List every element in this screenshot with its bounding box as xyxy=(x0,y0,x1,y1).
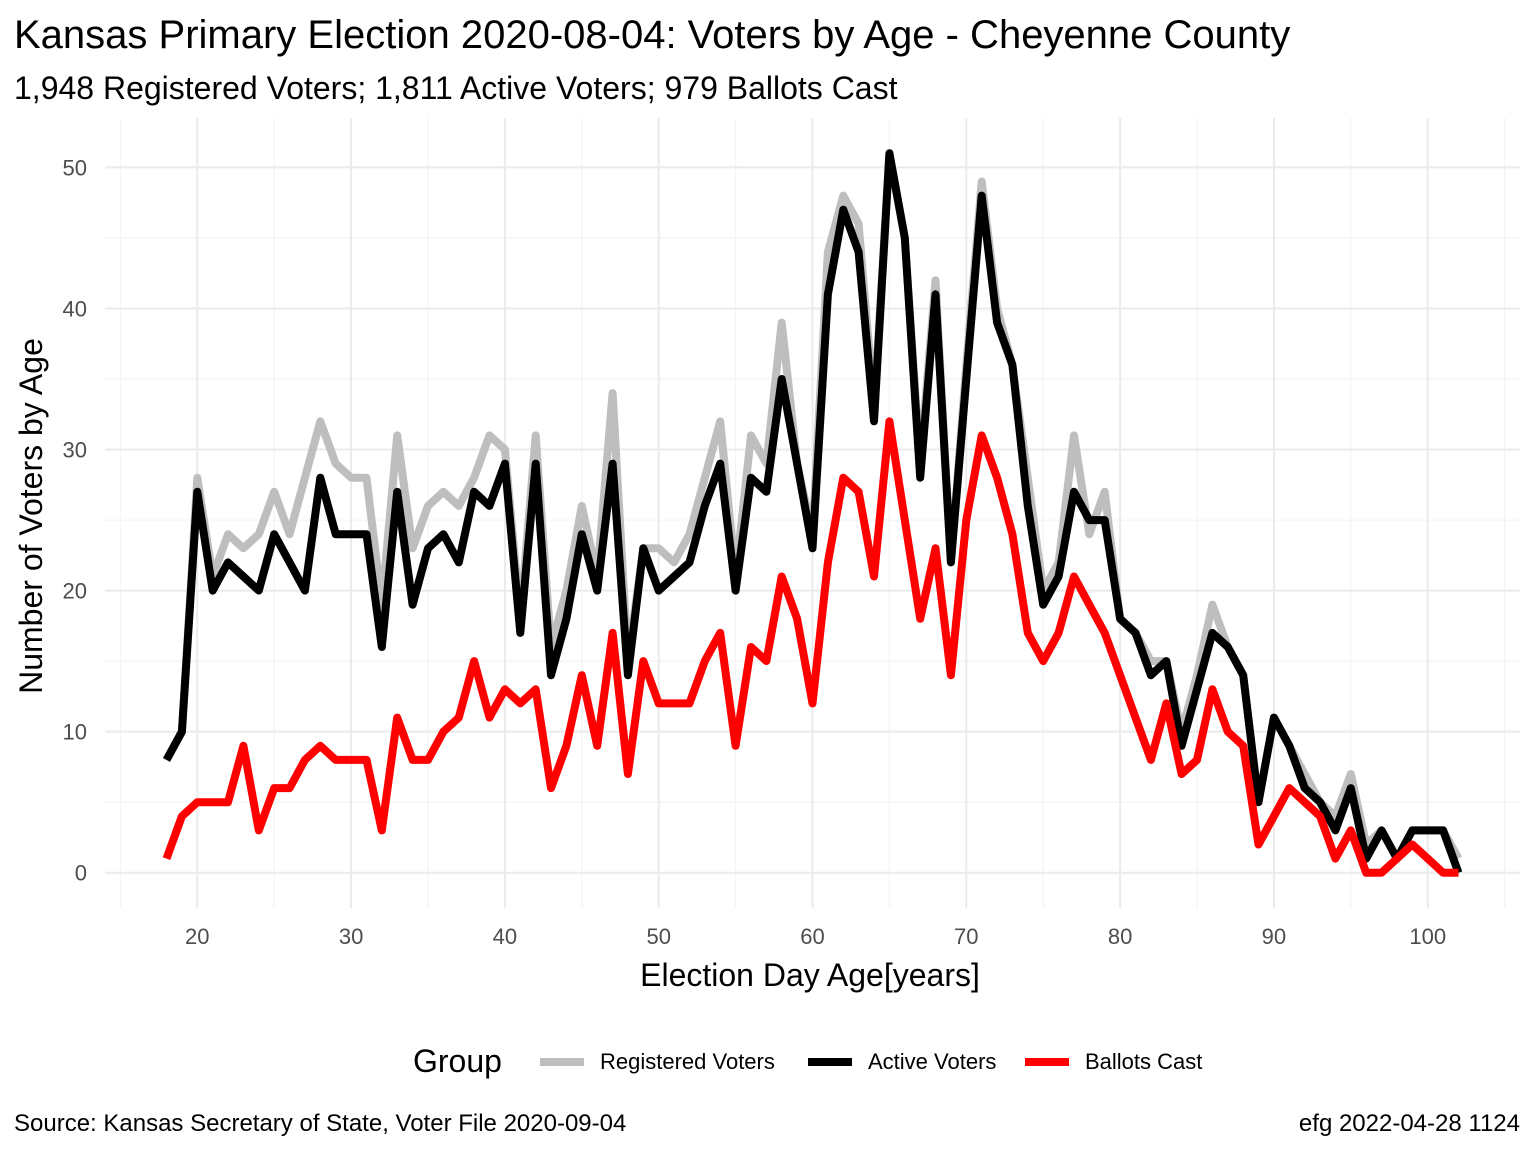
x-tick-label: 80 xyxy=(1108,924,1132,949)
legend-title: Group xyxy=(413,1043,502,1079)
legend-label-active-voters: Active Voters xyxy=(868,1049,996,1074)
series-lines xyxy=(162,149,1463,877)
x-tick-label: 30 xyxy=(339,924,363,949)
caption-source: Source: Kansas Secretary of State, Voter… xyxy=(14,1110,626,1137)
x-axis-ticks: 20 30 40 50 60 70 80 90 100 xyxy=(185,924,1446,949)
y-tick-label: 0 xyxy=(75,861,87,886)
y-tick-label: 50 xyxy=(63,155,87,180)
y-tick-label: 10 xyxy=(63,720,87,745)
legend-label-registered-voters: Registered Voters xyxy=(600,1049,775,1074)
series-line-ballots-cast xyxy=(162,417,1459,877)
series-line-active-voters xyxy=(162,149,1463,875)
x-tick-label: 60 xyxy=(800,924,824,949)
x-axis-title: Election Day Age[years] xyxy=(640,957,980,993)
x-tick-label: 50 xyxy=(646,924,670,949)
y-axis-ticks: 0 10 20 30 40 50 xyxy=(63,155,87,885)
chart-subtitle: 1,948 Registered Voters; 1,811 Active Vo… xyxy=(14,70,898,106)
y-axis-title: Number of Voters by Age xyxy=(13,338,49,694)
y-tick-label: 20 xyxy=(63,579,87,604)
caption-credit: efg 2022-04-28 1124 xyxy=(1299,1110,1520,1137)
y-tick-label: 40 xyxy=(63,296,87,321)
x-tick-label: 90 xyxy=(1262,924,1286,949)
x-tick-label: 20 xyxy=(185,924,209,949)
x-tick-label: 40 xyxy=(493,924,517,949)
y-tick-label: 30 xyxy=(63,438,87,463)
legend-label-ballots-cast: Ballots Cast xyxy=(1085,1049,1202,1074)
x-tick-label: 100 xyxy=(1409,924,1446,949)
x-tick-label: 70 xyxy=(954,924,978,949)
chart-title: Kansas Primary Election 2020-08-04: Vote… xyxy=(14,13,1290,57)
legend: Group Registered Voters Active Voters Ba… xyxy=(413,1043,1202,1079)
